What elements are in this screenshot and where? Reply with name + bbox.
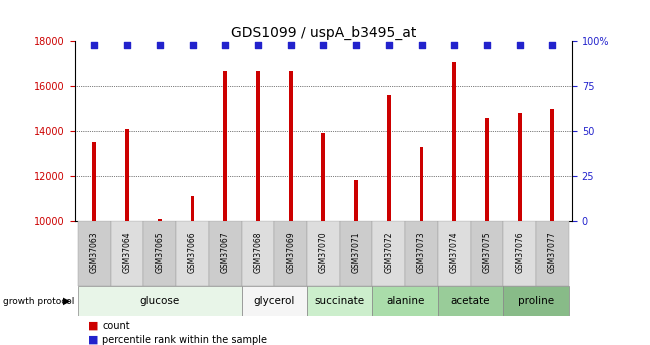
Point — [89, 43, 99, 48]
Text: GSM37066: GSM37066 — [188, 231, 197, 273]
Bar — [503, 286, 569, 316]
Text: GSM37076: GSM37076 — [515, 231, 524, 273]
Bar — [256, 71, 260, 221]
Bar — [209, 221, 242, 286]
Text: succinate: succinate — [315, 296, 365, 306]
Text: GSM37077: GSM37077 — [548, 231, 557, 273]
Text: GSM37067: GSM37067 — [221, 231, 229, 273]
Bar — [307, 221, 340, 286]
Point — [122, 43, 133, 48]
Bar — [274, 221, 307, 286]
Bar — [471, 221, 503, 286]
Text: GSM37063: GSM37063 — [90, 231, 99, 273]
Text: ■: ■ — [88, 335, 98, 345]
Bar — [144, 221, 176, 286]
Bar — [536, 221, 569, 286]
Text: GSM37069: GSM37069 — [286, 231, 295, 273]
Text: glycerol: glycerol — [254, 296, 295, 306]
Text: GSM37064: GSM37064 — [123, 231, 131, 273]
Point — [187, 43, 198, 48]
Point — [384, 43, 394, 48]
Bar — [78, 221, 111, 286]
Text: GSM37070: GSM37070 — [319, 231, 328, 273]
Title: GDS1099 / uspA_b3495_at: GDS1099 / uspA_b3495_at — [231, 26, 416, 40]
Point — [285, 43, 296, 48]
Point — [514, 43, 525, 48]
Bar — [372, 221, 405, 286]
Text: GSM37075: GSM37075 — [482, 231, 491, 273]
Text: alanine: alanine — [386, 296, 424, 306]
Bar — [452, 61, 456, 221]
Bar — [438, 286, 503, 316]
Bar — [372, 286, 438, 316]
Text: GSM37065: GSM37065 — [155, 231, 164, 273]
Bar — [92, 142, 96, 221]
Text: acetate: acetate — [451, 296, 490, 306]
Text: GSM37074: GSM37074 — [450, 231, 459, 273]
Point — [416, 43, 426, 48]
Point — [547, 43, 558, 48]
Bar — [158, 219, 162, 221]
Text: GSM37072: GSM37072 — [384, 231, 393, 273]
Bar — [307, 286, 372, 316]
Bar — [242, 221, 274, 286]
Bar — [321, 134, 326, 221]
Text: percentile rank within the sample: percentile rank within the sample — [102, 335, 267, 345]
Bar — [354, 180, 358, 221]
Text: ▶: ▶ — [62, 296, 70, 306]
Text: proline: proline — [518, 296, 554, 306]
Bar — [419, 147, 424, 221]
Text: GSM37073: GSM37073 — [417, 231, 426, 273]
Bar — [387, 95, 391, 221]
Bar — [485, 118, 489, 221]
Point — [155, 43, 165, 48]
Point — [351, 43, 361, 48]
Bar — [78, 286, 242, 316]
Text: GSM37071: GSM37071 — [352, 231, 361, 273]
Bar — [125, 129, 129, 221]
Text: count: count — [102, 321, 130, 331]
Bar — [242, 286, 307, 316]
Bar — [405, 221, 438, 286]
Bar — [340, 221, 372, 286]
Point — [220, 43, 231, 48]
Text: glucose: glucose — [140, 296, 180, 306]
Point — [253, 43, 263, 48]
Bar — [517, 113, 521, 221]
Text: GSM37068: GSM37068 — [254, 231, 263, 273]
Text: ■: ■ — [88, 321, 98, 331]
Bar — [438, 221, 471, 286]
Bar — [223, 71, 227, 221]
Point — [449, 43, 460, 48]
Bar — [190, 196, 194, 221]
Bar — [176, 221, 209, 286]
Point — [482, 43, 492, 48]
Point — [318, 43, 328, 48]
Bar — [503, 221, 536, 286]
Text: growth protocol: growth protocol — [3, 296, 75, 306]
Bar — [551, 109, 554, 221]
Bar — [289, 71, 292, 221]
Bar — [111, 221, 144, 286]
